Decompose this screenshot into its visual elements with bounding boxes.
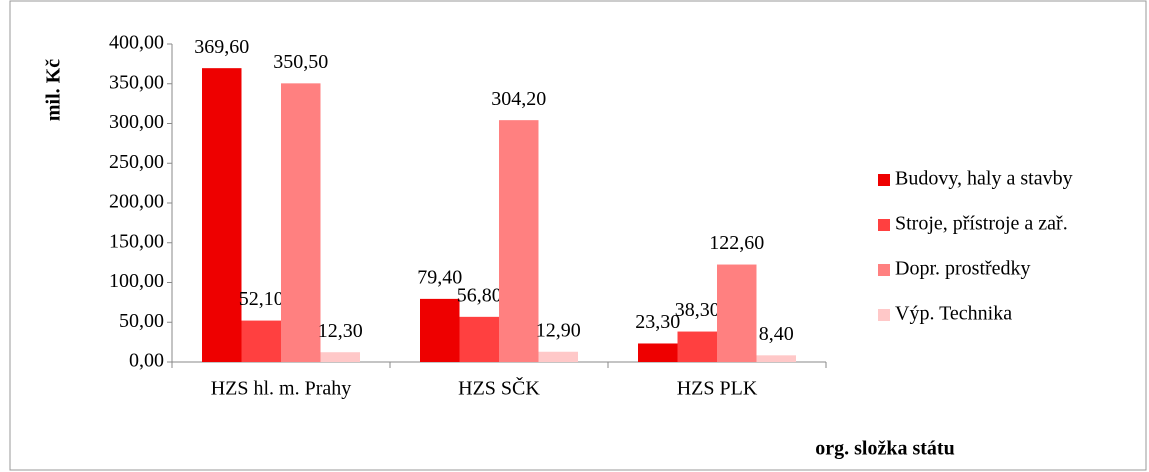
chart-frame	[9, 0, 1147, 471]
legend-label: Dopr. prostředky	[895, 258, 1031, 280]
legend-label: Budovy, haly a stavby	[895, 168, 1073, 190]
value-label: 52,10	[239, 288, 284, 310]
y-tick-label: 0,00	[129, 350, 164, 372]
bar	[320, 352, 360, 362]
legend-swatch	[878, 309, 890, 321]
legend-swatch	[878, 219, 890, 231]
value-label: 8,40	[759, 323, 794, 345]
bar	[281, 83, 321, 362]
legend-swatch	[878, 174, 890, 186]
value-label: 369,60	[194, 36, 249, 58]
value-label: 122,60	[709, 232, 764, 254]
value-label: 304,20	[491, 88, 546, 110]
value-label: 38,30	[675, 299, 720, 321]
value-label: 79,40	[417, 266, 462, 288]
value-label: 56,80	[457, 284, 502, 306]
x-tick-label: HZS SČK	[458, 376, 540, 400]
y-tick-label: 400,00	[109, 32, 164, 54]
bar	[638, 343, 678, 362]
bar	[499, 120, 539, 362]
value-label: 350,50	[273, 51, 328, 73]
legend-label: Výp. Technika	[895, 303, 1012, 325]
bar	[459, 316, 499, 362]
bar	[756, 355, 796, 362]
value-label: 23,30	[635, 311, 680, 333]
x-tick-label: HZS PLK	[677, 378, 758, 400]
bar	[677, 331, 717, 362]
y-tick-label: 250,00	[109, 151, 164, 173]
y-tick-label: 200,00	[109, 191, 164, 213]
y-tick-label: 150,00	[109, 230, 164, 252]
y-tick-label: 300,00	[109, 111, 164, 133]
x-axis-label: org. složka státu	[815, 438, 954, 460]
y-tick-label: 50,00	[119, 310, 164, 332]
bar	[538, 351, 578, 362]
legend-label: Stroje, přístroje a zař.	[895, 213, 1068, 235]
value-label: 12,30	[318, 320, 363, 342]
legend-swatch	[878, 264, 890, 276]
y-tick-label: 350,00	[109, 71, 164, 93]
bar	[202, 68, 242, 362]
y-tick-label: 100,00	[109, 270, 164, 292]
y-axis-label: mil. Kč	[43, 59, 65, 121]
x-tick-label: HZS hl. m. Prahy	[211, 378, 352, 400]
bar	[241, 320, 281, 362]
bar	[717, 264, 757, 362]
bar	[420, 298, 460, 362]
value-label: 12,90	[536, 319, 581, 341]
